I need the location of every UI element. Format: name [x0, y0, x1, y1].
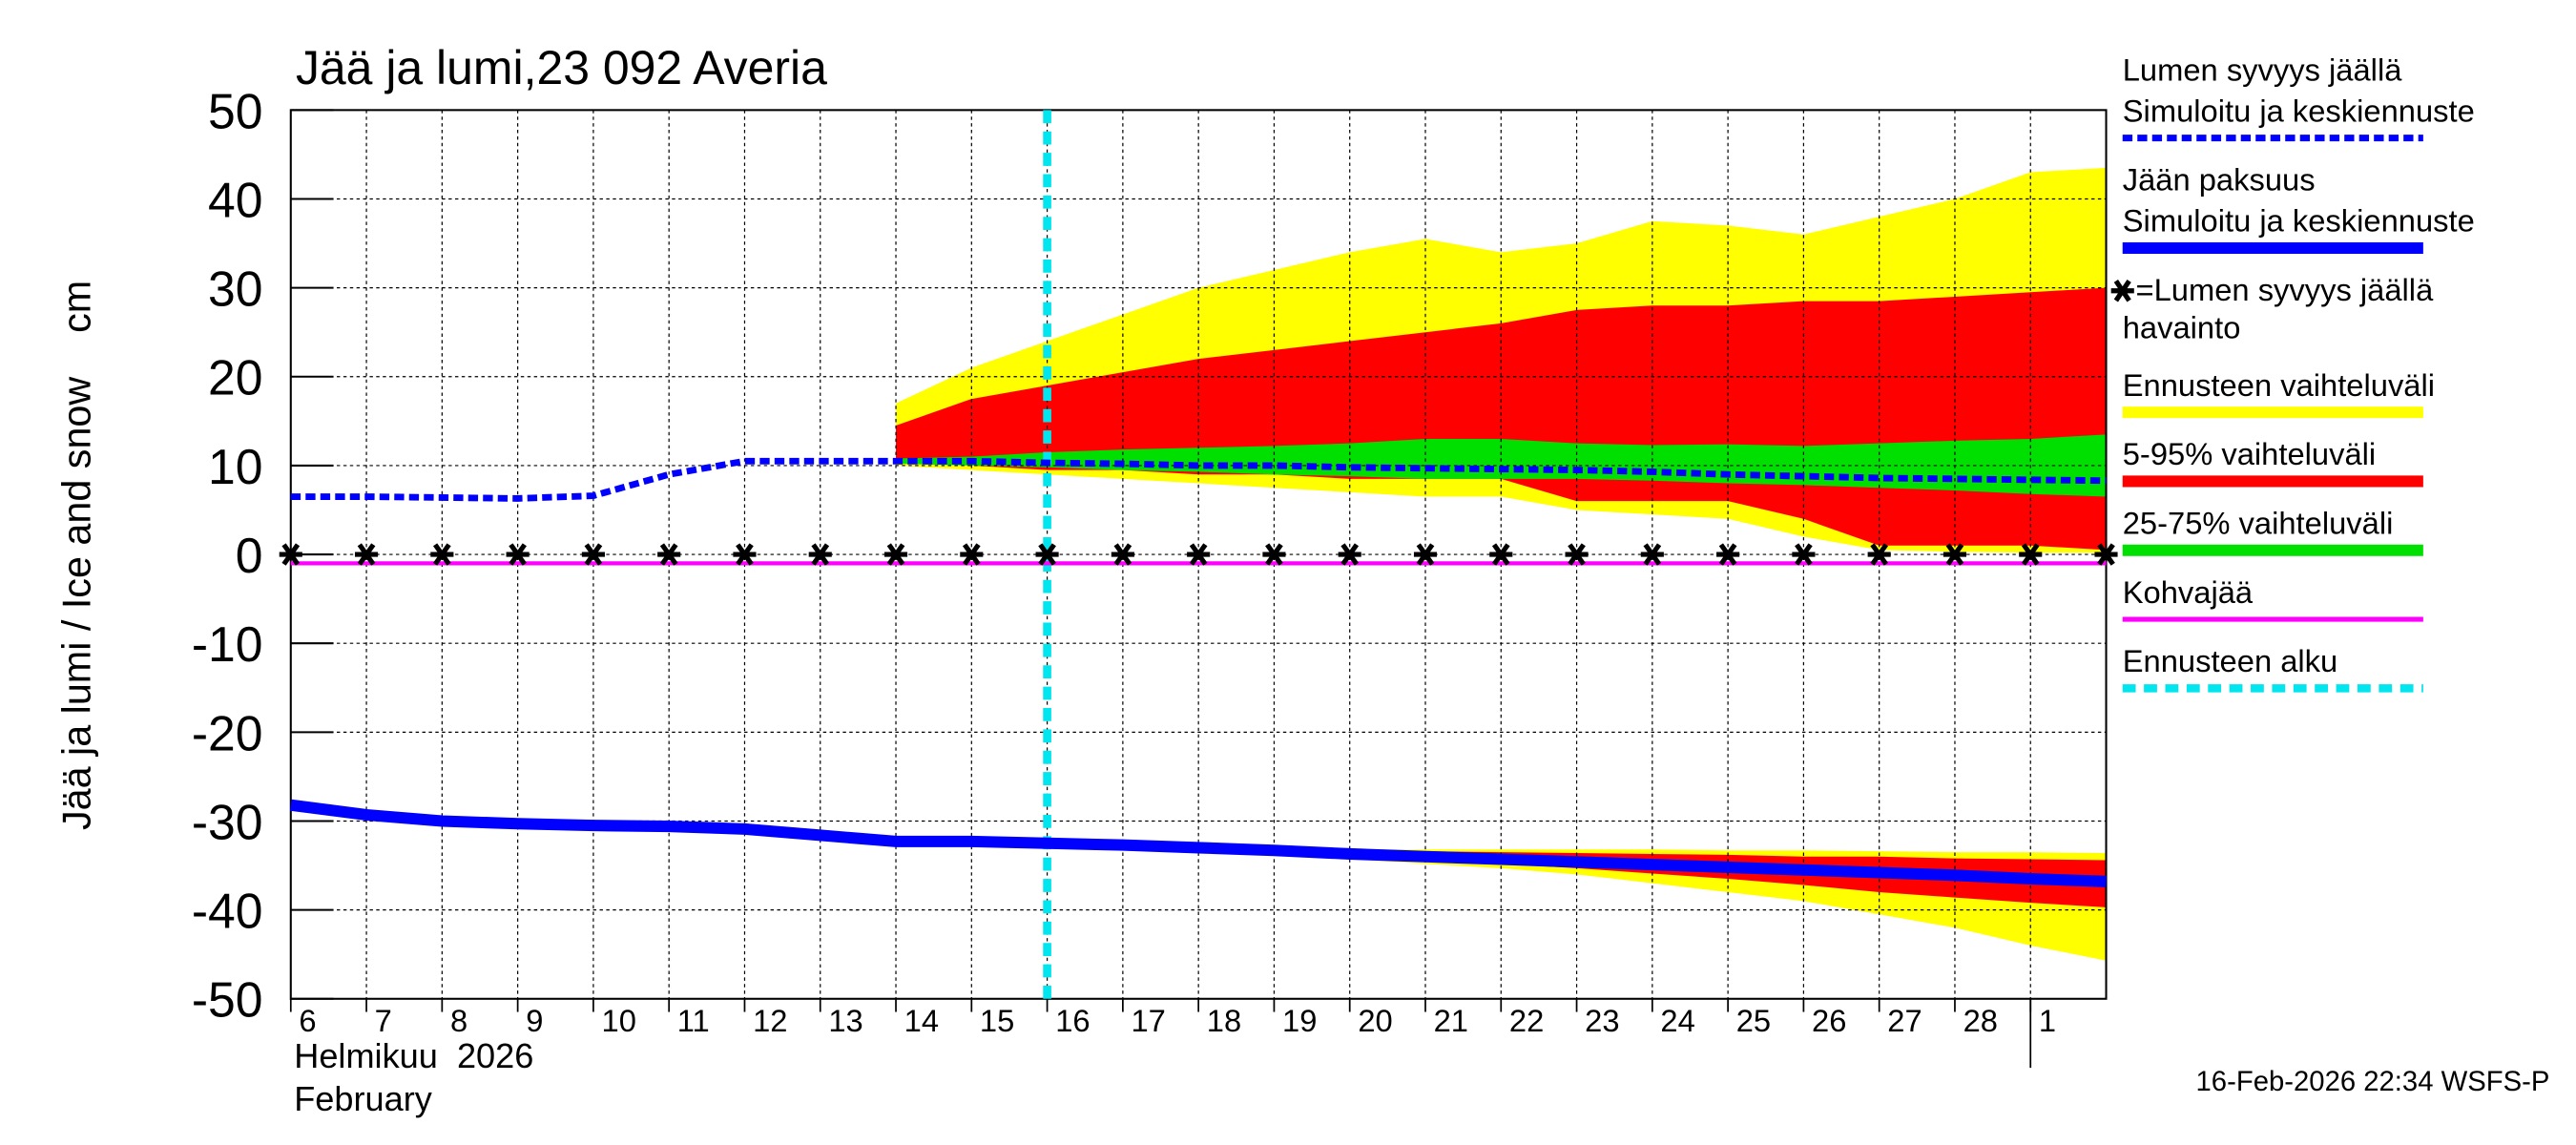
observation-star	[1111, 543, 1134, 566]
y-tick-label: 0	[236, 528, 263, 583]
legend-label: =Lumen syvyys jäällä	[2136, 272, 2435, 307]
observation-star	[1489, 543, 1513, 566]
x-tick-label: 8	[450, 1003, 467, 1038]
x-tick-label: 1	[2039, 1003, 2056, 1038]
x-tick-label: 7	[375, 1003, 392, 1038]
x-tick-label: 23	[1585, 1003, 1619, 1038]
x-tick-label: 12	[753, 1003, 787, 1038]
timestamp: 16-Feb-2026 22:34 WSFS-P	[2196, 1067, 2550, 1097]
x-tick-label: 27	[1887, 1003, 1922, 1038]
x-tick-label: 21	[1434, 1003, 1468, 1038]
legend-label: Ennusteen alku	[2123, 643, 2337, 678]
observation-star	[1187, 543, 1211, 566]
observation-star	[883, 543, 908, 566]
observation-star	[1338, 543, 1361, 566]
legend-label: Kohvajää	[2123, 574, 2254, 610]
x-tick-label: 14	[904, 1003, 939, 1038]
legend-label: Jään paksuus	[2123, 162, 2316, 198]
series-line	[290, 457, 2107, 502]
y-tick-label: 10	[208, 439, 262, 494]
y-tick-label: 40	[208, 172, 262, 227]
y-tick-label: 20	[208, 350, 262, 406]
x-tick-label: 10	[602, 1003, 636, 1038]
band-area	[896, 841, 2107, 907]
x-tick-label: 18	[1207, 1003, 1241, 1038]
observation-star	[430, 543, 454, 566]
observation-star	[1262, 543, 1286, 566]
observation-star	[960, 543, 984, 566]
x-axis-label: Helmikuu 2026	[294, 1036, 533, 1075]
legend-label: 25-75% vaihteluväli	[2123, 506, 2394, 541]
x-tick-label: 24	[1660, 1003, 1694, 1038]
observation-star	[1792, 543, 1816, 566]
y-tick-label: 30	[208, 261, 262, 317]
x-tick-label: 22	[1509, 1003, 1544, 1038]
x-tick-label: 17	[1131, 1003, 1165, 1038]
y-axis-label: Jää ja lumi / Ice and snow cm	[55, 281, 99, 830]
series-line	[290, 799, 2107, 887]
observation-star	[355, 543, 379, 566]
legend-label: Lumen syvyys jäällä	[2123, 52, 2402, 87]
x-tick-label: 11	[677, 1003, 710, 1038]
observation-star	[2094, 543, 2118, 566]
y-tick-label: 50	[208, 83, 262, 138]
observation-star	[279, 543, 302, 566]
observation-star	[733, 543, 757, 566]
x-tick-label: 9	[526, 1003, 543, 1038]
y-tick-label: -50	[192, 972, 263, 1028]
y-tick-label: -10	[192, 616, 263, 672]
observation-star	[657, 543, 681, 566]
observation-star	[1640, 543, 1664, 566]
observation-star	[1035, 543, 1059, 566]
x-tick-label: 13	[828, 1003, 862, 1038]
chart-title: Jää ja lumi,23 092 Averia	[296, 41, 827, 94]
observation-star	[506, 543, 530, 566]
observation-star	[1716, 543, 1740, 566]
legend-label: havainto	[2123, 310, 2241, 345]
observation-star	[581, 543, 605, 566]
x-tick-label: 26	[1812, 1003, 1846, 1038]
x-tick-label: 15	[980, 1003, 1014, 1038]
legend-symbol	[2110, 279, 2134, 302]
observation-star	[1942, 543, 1967, 566]
x-tick-label: 20	[1358, 1003, 1392, 1038]
legend-label: Simuloitu ja keskiennuste	[2123, 203, 2475, 239]
legend-label: 5-95% vaihteluväli	[2123, 436, 2376, 471]
y-tick-label: -30	[192, 794, 263, 849]
x-tick-label: 25	[1736, 1003, 1771, 1038]
observation-star	[1413, 543, 1438, 566]
x-tick-label: 28	[1963, 1003, 1998, 1038]
legend-label: Ennusteen vaihteluväli	[2123, 367, 2435, 403]
legend-label: Simuloitu ja keskiennuste	[2123, 93, 2475, 128]
x-axis-label: February	[294, 1079, 432, 1118]
observation-star	[1867, 543, 1891, 566]
y-tick-label: -20	[192, 705, 263, 760]
x-tick-label: 16	[1055, 1003, 1090, 1038]
x-tick-label: 19	[1282, 1003, 1317, 1038]
observation-star	[1565, 543, 1589, 566]
x-tick-label: 6	[299, 1003, 316, 1038]
observation-star	[2019, 543, 2043, 566]
observation-star	[808, 543, 832, 566]
y-tick-label: -40	[192, 884, 263, 939]
